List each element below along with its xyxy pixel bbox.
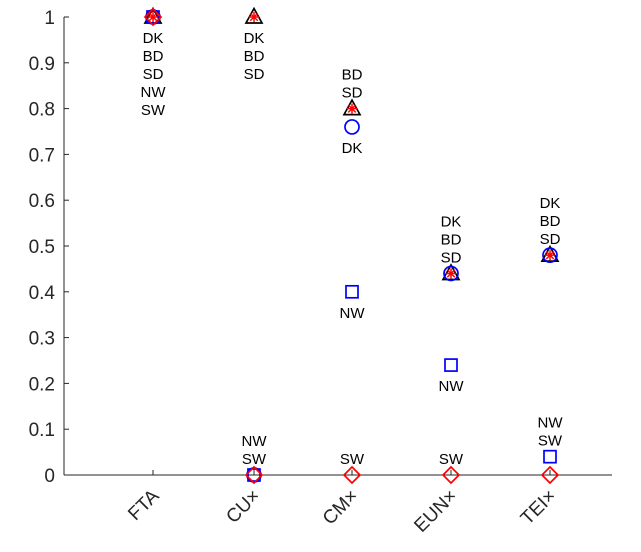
y-tick-label: 0.6 [29, 191, 55, 212]
y-tick-label: 0.1 [29, 420, 55, 441]
square-marker [444, 358, 458, 372]
y-tick-label: 0.8 [29, 100, 55, 121]
triangle-marker [244, 6, 264, 24]
point-label: NW [439, 378, 465, 395]
point-label: NW [340, 305, 366, 322]
square-marker [247, 468, 261, 482]
point-label: BD [342, 67, 363, 84]
point-label: SW [340, 451, 365, 468]
y-tick-label: 0.2 [29, 374, 55, 395]
circle-marker [443, 265, 459, 282]
asterisk-marker [347, 103, 357, 114]
diamond-marker [244, 465, 264, 485]
axes: 0 0.1 0.2 0.3 0.4 0.5 0.6 0.7 0.8 0.9 1 FTA CU× CM× EU… [29, 8, 612, 537]
square-marker [543, 449, 557, 464]
point-label: DK [143, 30, 164, 47]
y-tick-label: 0.5 [29, 237, 55, 258]
point-label: DK [540, 195, 561, 212]
y-tick-label: 0.9 [29, 54, 55, 75]
y-tick-label: 0.4 [29, 283, 56, 304]
triangle-marker [441, 263, 461, 281]
asterisk-marker [545, 250, 555, 261]
circle-marker [542, 247, 558, 264]
diamond-marker [143, 7, 163, 27]
asterisk-marker [148, 12, 158, 22]
point-labels: DKBDSDNWSWDKBDSDNWSWBDSDDKNWSWDKBDSDNWSW… [141, 30, 564, 468]
triangle-marker [540, 244, 560, 263]
circle-marker [344, 119, 360, 135]
diamond-marker [342, 465, 362, 485]
point-label: SW [439, 451, 464, 468]
y-tick-label: 1 [44, 8, 55, 29]
x-tick-label: EUN× [410, 486, 461, 537]
square-marker [345, 284, 359, 299]
point-label: SD [540, 231, 561, 248]
asterisk-marker [249, 12, 259, 22]
point-label: NW [141, 84, 167, 101]
point-label: SD [143, 66, 164, 83]
y-tick-label: 0 [44, 466, 55, 487]
x-tick-label: CU× [222, 486, 264, 528]
point-label: NW [242, 433, 268, 450]
point-label: DK [342, 140, 363, 157]
point-label: SD [441, 249, 462, 266]
point-label: SW [242, 451, 267, 468]
diamond-marker [441, 465, 461, 485]
data-marks [143, 6, 560, 485]
x-tick-label: FTA [124, 485, 163, 524]
point-label: SD [244, 66, 265, 83]
point-label: DK [244, 30, 265, 47]
x-tick-label: TEI× [517, 486, 561, 530]
point-label: BD [540, 213, 561, 230]
point-label: BD [244, 48, 265, 65]
point-label: BD [441, 231, 462, 248]
square-marker [146, 10, 160, 24]
point-label: SW [538, 433, 563, 450]
point-label: NW [538, 415, 564, 432]
point-label: BD [143, 48, 164, 65]
diamond-marker [540, 465, 560, 485]
y-tick-label: 0.7 [29, 145, 55, 166]
y-tick-label: 0.3 [29, 329, 55, 350]
point-label: SD [342, 85, 363, 102]
asterisk-marker [446, 268, 456, 279]
triangle-marker [342, 98, 362, 116]
x-tick-label: CM× [319, 486, 363, 530]
point-label: SW [141, 102, 166, 119]
point-label: DK [441, 213, 462, 230]
